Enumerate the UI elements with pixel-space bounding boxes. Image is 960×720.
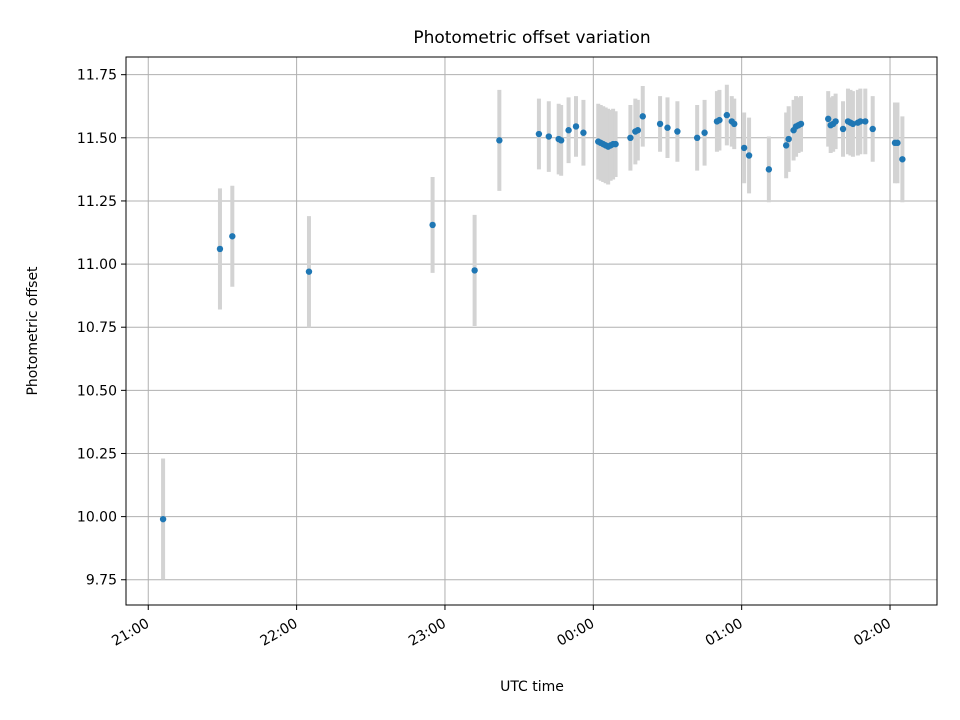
- data-point: [572, 123, 580, 130]
- y-tick-label: 10.25: [77, 446, 117, 462]
- data-point: [785, 135, 792, 143]
- y-tick-label: 10.75: [77, 320, 117, 336]
- data-point: [627, 134, 634, 142]
- data-point: [716, 116, 723, 124]
- y-tick-label: 11.50: [77, 131, 117, 147]
- data-point: [731, 120, 738, 128]
- data-point: [832, 118, 839, 125]
- data-point: [701, 129, 708, 136]
- y-tick-label: 11.75: [77, 68, 117, 84]
- data-point: [723, 111, 731, 119]
- data-point: [862, 118, 869, 125]
- data-point: [857, 118, 864, 125]
- y-tick-label: 10.00: [77, 510, 117, 526]
- data-point: [656, 120, 664, 128]
- data-point: [740, 144, 748, 152]
- chart-title: Photometric offset variation: [413, 28, 650, 48]
- y-tick-label: 9.75: [86, 573, 117, 589]
- data-point: [216, 245, 224, 253]
- y-tick-label: 10.50: [77, 383, 117, 399]
- data-point: [557, 137, 565, 144]
- data-point: [797, 120, 805, 128]
- plot-frame: [125, 56, 938, 606]
- data-point: [429, 221, 436, 229]
- x-axis-label: UTC time: [500, 679, 564, 695]
- data-point: [765, 166, 773, 173]
- data-point: [745, 152, 753, 159]
- data-point: [612, 140, 619, 148]
- data-point: [229, 233, 236, 240]
- y-axis-label: Photometric offset: [25, 266, 41, 396]
- data-point: [634, 127, 642, 134]
- data-point: [565, 127, 572, 134]
- data-point: [782, 142, 790, 149]
- data-point: [674, 128, 681, 135]
- data-point: [869, 125, 876, 133]
- data-point: [839, 125, 847, 133]
- y-axis-ticks: 9.75 10.00 10.25 10.50 10.75 11.00 11.25 11.50 1…: [77, 68, 126, 589]
- data-points: [159, 111, 906, 523]
- data-point: [693, 134, 701, 142]
- data-point: [496, 137, 503, 144]
- data-point: [849, 120, 857, 128]
- data-point: [664, 124, 671, 131]
- data-point: [825, 115, 832, 123]
- data-point: [159, 515, 167, 523]
- data-point: [471, 267, 478, 274]
- data-point: [545, 133, 553, 140]
- data-point: [894, 139, 901, 147]
- data-point: [899, 156, 906, 163]
- y-tick-label: 11.25: [77, 194, 117, 210]
- data-point: [580, 129, 587, 136]
- data-point: [535, 130, 543, 138]
- data-point: [305, 268, 313, 275]
- data-point: [639, 113, 646, 120]
- y-tick-label: 11.00: [77, 257, 117, 273]
